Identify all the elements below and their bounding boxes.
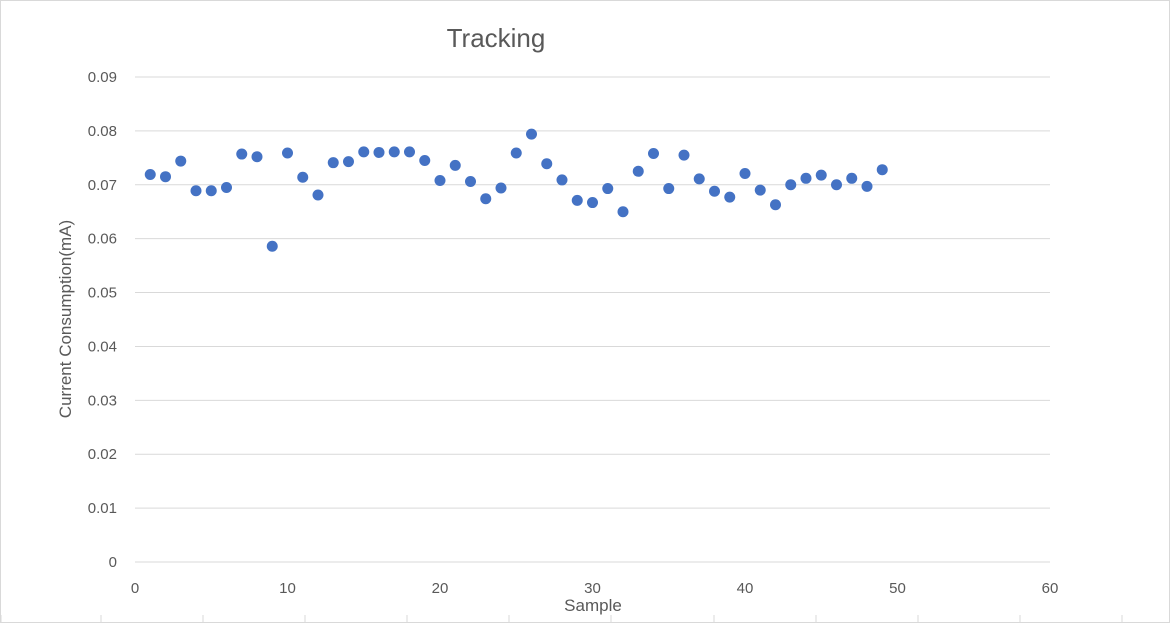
data-point [693, 173, 705, 185]
x-tick-label: 50 [889, 580, 906, 597]
y-tick-label: 0.03 [88, 392, 117, 409]
data-points [144, 128, 888, 252]
x-tick-label: 20 [432, 580, 449, 597]
data-point [876, 164, 888, 176]
data-point [343, 156, 354, 168]
y-tick-label: 0.06 [88, 231, 117, 248]
data-point [831, 179, 842, 191]
data-point [312, 189, 324, 201]
data-point [571, 194, 583, 206]
data-point [785, 179, 797, 191]
data-point [617, 206, 629, 218]
data-point [541, 158, 553, 170]
data-point [632, 165, 644, 177]
x-axis-title: Sample [564, 596, 622, 615]
data-point [739, 167, 751, 179]
data-point [770, 199, 781, 211]
data-point [709, 185, 720, 197]
data-point [815, 169, 827, 181]
data-point [861, 180, 873, 192]
data-point [480, 193, 492, 205]
x-tick-label: 30 [584, 580, 601, 597]
data-point [373, 146, 385, 158]
data-point [404, 146, 415, 158]
data-point [556, 174, 568, 186]
data-point [678, 149, 690, 161]
data-point [144, 169, 156, 181]
data-point [297, 171, 309, 183]
y-tick-label: 0.08 [88, 123, 117, 140]
y-tick-label: 0.05 [88, 285, 117, 302]
y-tick-label: 0.02 [88, 446, 117, 463]
gridlines [135, 76, 1050, 563]
data-point [495, 182, 507, 194]
data-point [282, 147, 293, 159]
data-point [327, 157, 339, 169]
x-tick-label: 10 [279, 580, 296, 597]
x-tick-label: 40 [737, 580, 754, 597]
data-point [526, 128, 537, 140]
y-tick-label: 0.01 [88, 500, 117, 517]
data-point [587, 197, 598, 209]
data-point [510, 147, 522, 159]
data-point [434, 174, 446, 186]
data-point [602, 183, 614, 195]
data-point [800, 172, 812, 184]
chart-title: Tracking [447, 23, 546, 53]
data-point [419, 155, 431, 167]
data-point [266, 240, 278, 252]
data-point [358, 146, 370, 158]
data-point [175, 155, 187, 167]
x-tick-label: 0 [131, 580, 139, 597]
x-axis-tick-labels: 0 10 20 30 40 50 60 [131, 580, 1059, 597]
data-point [251, 151, 263, 163]
data-point [205, 185, 217, 197]
data-point [648, 148, 659, 160]
data-point [221, 181, 232, 193]
y-tick-label: 0.09 [88, 69, 117, 86]
data-point [663, 183, 675, 195]
y-axis-title: Current Consumption(mA) [56, 220, 75, 418]
data-point [236, 148, 248, 160]
data-point [846, 172, 858, 184]
x-tick-label: 60 [1042, 580, 1059, 597]
y-axis-tick-labels: 0 0.01 0.02 0.03 0.04 0.05 0.06 0.07 0.08 0.09 [88, 69, 117, 571]
data-point [724, 191, 736, 203]
y-tick-label: 0 [109, 554, 117, 571]
data-point [754, 184, 766, 196]
data-point [160, 171, 171, 183]
bottom-frame-ticks [1, 615, 1123, 622]
data-point [449, 159, 461, 171]
data-point [465, 176, 476, 188]
data-point [190, 185, 202, 197]
y-tick-label: 0.04 [88, 338, 117, 355]
y-tick-label: 0.07 [88, 177, 117, 194]
data-point [388, 146, 400, 158]
